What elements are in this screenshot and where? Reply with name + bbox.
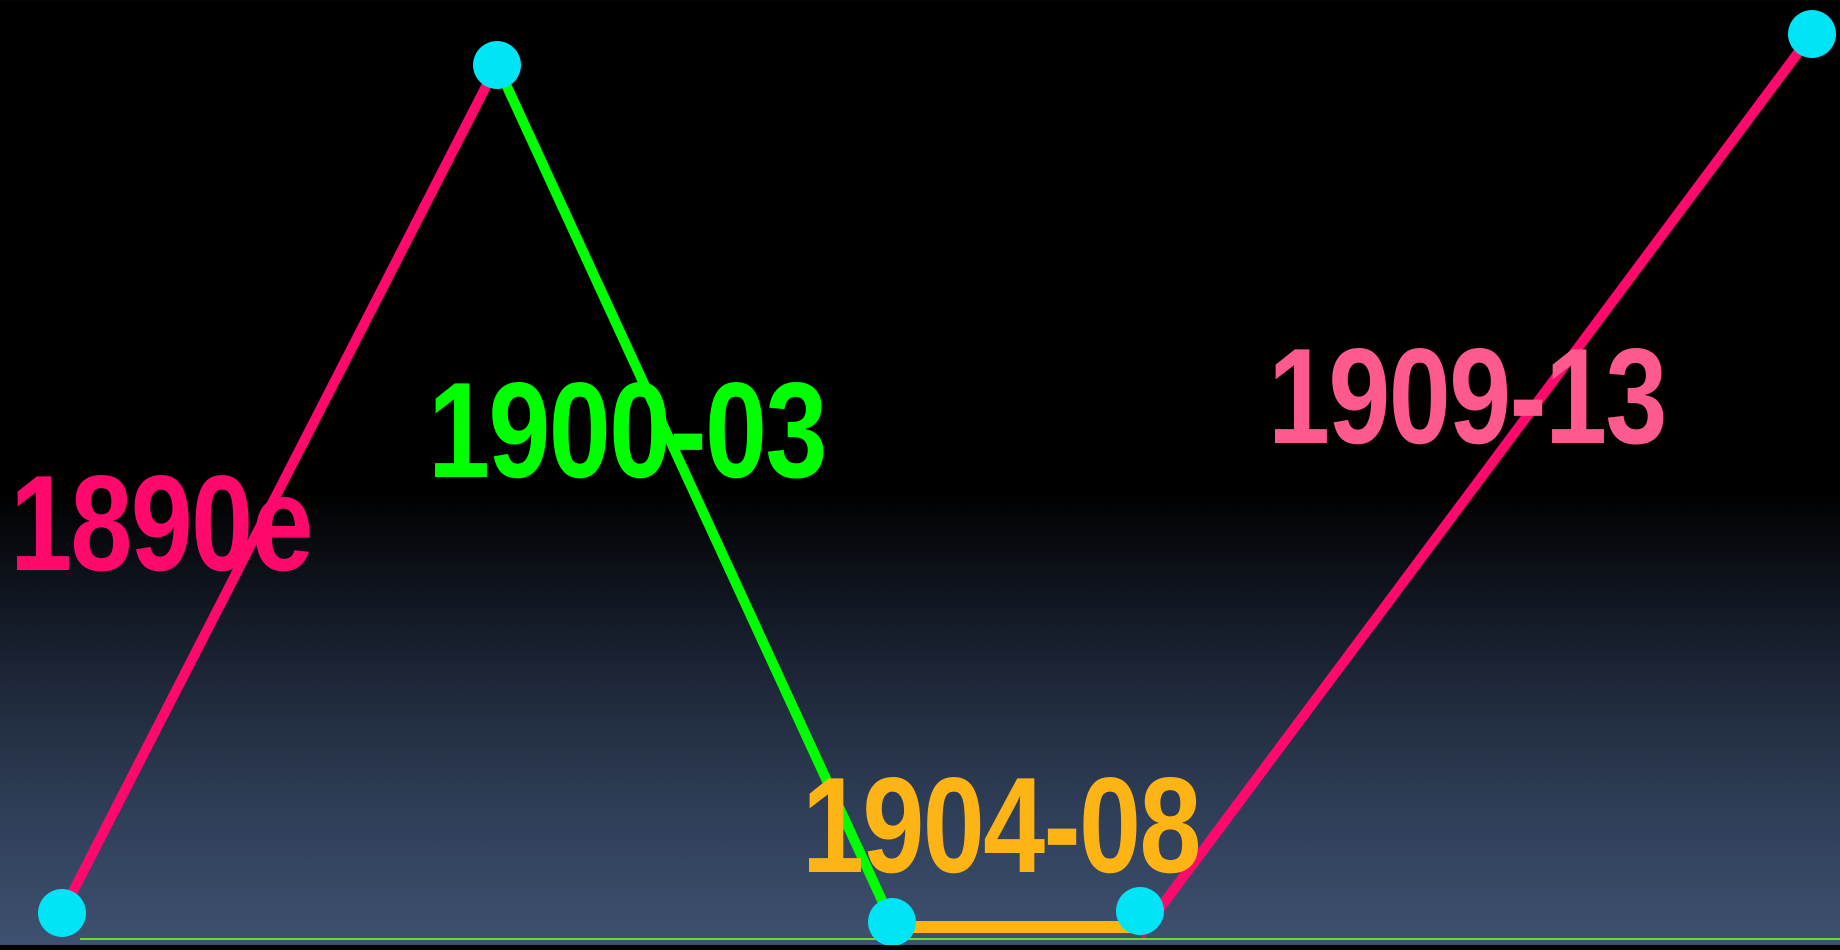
label-1904-08: 1904-08 bbox=[802, 749, 1201, 901]
node-end bbox=[1788, 10, 1836, 58]
segment-1909-13-line bbox=[1135, 31, 1817, 938]
segment-1900-03-line bbox=[492, 62, 897, 925]
label-1900-03: 1900-03 bbox=[428, 354, 827, 506]
label-1890e: 1890e bbox=[10, 447, 314, 599]
node-trough-end bbox=[1116, 887, 1164, 935]
label-1909-13: 1909-13 bbox=[1268, 320, 1667, 472]
node-trough-start bbox=[868, 898, 916, 946]
segment-1890e-line bbox=[57, 62, 502, 916]
node-peak-1 bbox=[473, 41, 521, 89]
node-start bbox=[38, 889, 86, 937]
